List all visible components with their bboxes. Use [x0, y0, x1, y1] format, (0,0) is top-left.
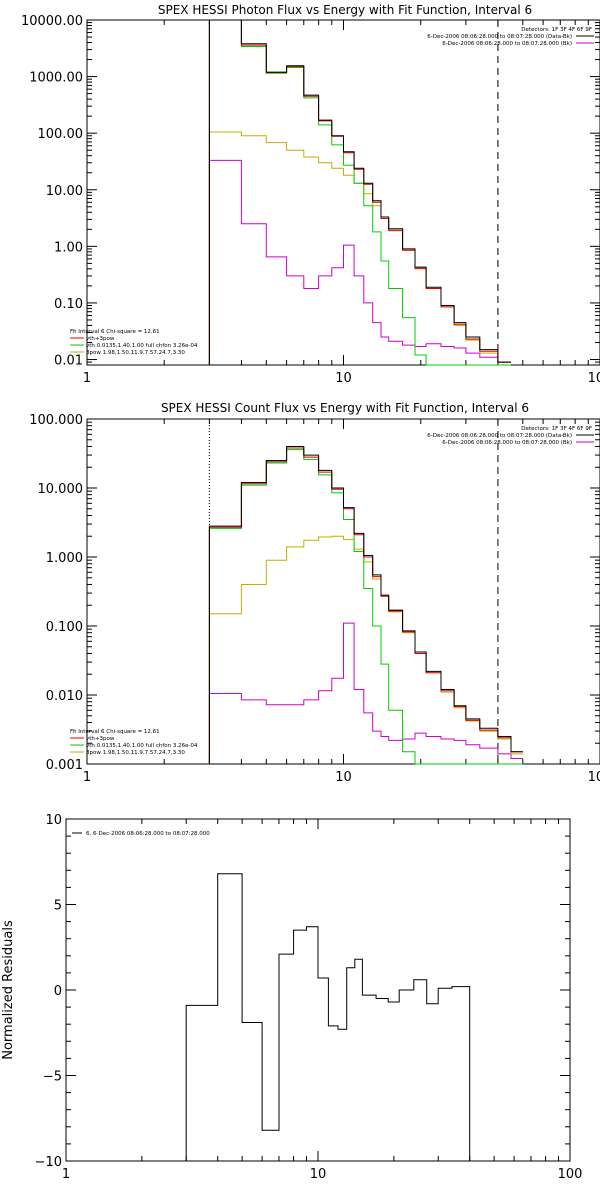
photon-x-tick-label: 10 [335, 371, 352, 386]
photon-y-tick-label: 10.00 [46, 184, 83, 199]
count-flux-series [208, 446, 523, 765]
count-x-tick-label: 10 [335, 770, 352, 785]
photon-legend-left-header: Fit Interval 6 Chi-square = 12.61 [70, 329, 160, 335]
count-flux-vlines [208, 419, 499, 764]
residual-y-tick-label: 5 [54, 899, 62, 914]
photon-legend-left-entry-1: vth 0.0135,1.40,1.00 full chfon 3.26e-04 [86, 343, 198, 349]
count-legend-left-entry-2: 3pow 1.98,1.50,11.9,7.57,24.7,3.30 [86, 750, 185, 756]
count-legend-left-entry-1: vth 0.0135,1.40,1.00 full chfon 3.26e-04 [86, 743, 198, 749]
residuals-y-ticks: −10 −5 0 5 10 [35, 813, 570, 1170]
residuals-panel: Normalized Residuals −10 −5 0 5 10 1 10 100 6.… [1, 813, 582, 1182]
count-flux-legend-right: Detectors: 1F 3F 4F 6F 9F 6-Dec-2006 08:… [427, 426, 594, 446]
count-flux-panel: SPEX HESSI Count Flux vs Energy with Fit… [29, 401, 600, 785]
photon-legend-left-entry-2: 3pow 1.98,1.50,11.9,7.57,24.7,3.30 [86, 350, 185, 356]
photon-legend-right-entry-1: 6-Dec-2006 08:06:28.000 to 08:07:28.000 … [442, 41, 572, 47]
photon-series-line [208, 19, 511, 365]
photon-y-tick-label: 100.00 [38, 127, 84, 142]
residual-y-tick-label: −5 [43, 1070, 62, 1085]
count-y-tick-label: 0.001 [46, 758, 83, 773]
photon-flux-legend-left: Fit Interval 6 Chi-square = 12.61 vth+3p… [70, 329, 198, 356]
residual-x-tick-label: 1 [62, 1167, 70, 1182]
photon-y-tick-label: 0.01 [54, 354, 83, 369]
count-x-tick-label: 1 [83, 770, 91, 785]
count-flux-title: SPEX HESSI Count Flux vs Energy with Fit… [161, 401, 529, 415]
photon-flux-series [208, 19, 511, 366]
photon-flux-plot-frame [86, 19, 600, 366]
residual-x-tick-label: 10 [310, 1167, 327, 1182]
count-y-tick-label: 0.100 [46, 620, 83, 635]
photon-legend-right-header: Detectors: 1F 3F 4F 6F 9F [521, 27, 592, 33]
count-legend-right-entry-0: 6-Dec-2006 08:06:28.000 to 08:07:28.000 … [427, 433, 572, 439]
photon-flux-vlines [208, 20, 499, 365]
count-series-line [208, 622, 523, 764]
count-legend-left-header: Fit Interval 6 Chi-square = 12.61 [70, 729, 160, 735]
residual-y-tick-label: 0 [54, 984, 62, 999]
count-flux-x-ticks: 1 10 100 [83, 419, 600, 785]
count-flux-y-ticks: 0.001 0.010 0.100 1.000 10.000 100.000 [29, 413, 600, 773]
count-series-line [208, 447, 523, 764]
count-legend-right-entry-1: 6-Dec-2006 08:06:28.000 to 08:07:28.000 … [442, 440, 572, 446]
count-legend-left-entry-0: vth+3pow [86, 736, 115, 742]
residuals-series-line [185, 873, 471, 1161]
photon-legend-right-entry-0: 6-Dec-2006 08:06:28.000 to 08:07:28.000 … [427, 34, 572, 40]
photon-flux-x-ticks: 1 10 100 [83, 20, 600, 386]
count-y-tick-label: 10.000 [38, 482, 84, 497]
photon-y-tick-label: 10000.00 [21, 14, 83, 29]
count-series-line [208, 446, 523, 764]
count-y-tick-label: 0.010 [46, 689, 83, 704]
residual-x-tick-label: 100 [558, 1167, 583, 1182]
count-legend-right-header: Detectors: 1F 3F 4F 6F 9F [521, 426, 592, 432]
residuals-x-ticks: 1 10 100 [62, 819, 583, 1182]
residuals-series [185, 873, 471, 1161]
count-flux-legend-left: Fit Interval 6 Chi-square = 12.61 vth+3p… [70, 729, 198, 756]
residuals-legend-text: 6. 6-Dec-2006 08:06:28.000 to 08:07:28.0… [86, 831, 210, 837]
residual-y-tick-label: 10 [45, 813, 62, 828]
photon-y-tick-label: 0.10 [54, 297, 83, 312]
photon-flux-legend-right: Detectors: 1F 3F 4F 6F 9F 6-Dec-2006 08:… [427, 27, 594, 47]
residuals-plot-frame [65, 818, 571, 1162]
residual-y-tick-label: −10 [35, 1155, 62, 1170]
photon-x-tick-label: 100 [588, 371, 600, 386]
photon-series-line [208, 19, 511, 365]
count-x-tick-label: 100 [588, 770, 600, 785]
residuals-y-axis-label: Normalized Residuals [1, 920, 16, 1060]
photon-x-tick-label: 1 [83, 371, 91, 386]
photon-y-tick-label: 1.00 [54, 240, 83, 255]
photon-flux-y-ticks: 0.01 0.10 1.00 10.00 100.00 1000.00 10000.00 [21, 14, 600, 369]
residuals-legend: 6. 6-Dec-2006 08:06:28.000 to 08:07:28.0… [72, 831, 210, 837]
photon-flux-panel: SPEX HESSI Photon Flux vs Energy with Fi… [21, 3, 600, 386]
count-y-tick-label: 100.000 [29, 413, 83, 428]
count-series-line [208, 535, 523, 764]
count-flux-plot-frame [86, 418, 600, 765]
photon-series-line [208, 159, 511, 365]
count-series-line [208, 449, 523, 765]
photon-series-line [208, 19, 511, 366]
photon-flux-title: SPEX HESSI Photon Flux vs Energy with Fi… [158, 3, 532, 17]
photon-legend-left-entry-0: vth+3pow [86, 336, 115, 342]
count-y-tick-label: 1.000 [46, 551, 83, 566]
photon-y-tick-label: 1000.00 [29, 71, 83, 86]
